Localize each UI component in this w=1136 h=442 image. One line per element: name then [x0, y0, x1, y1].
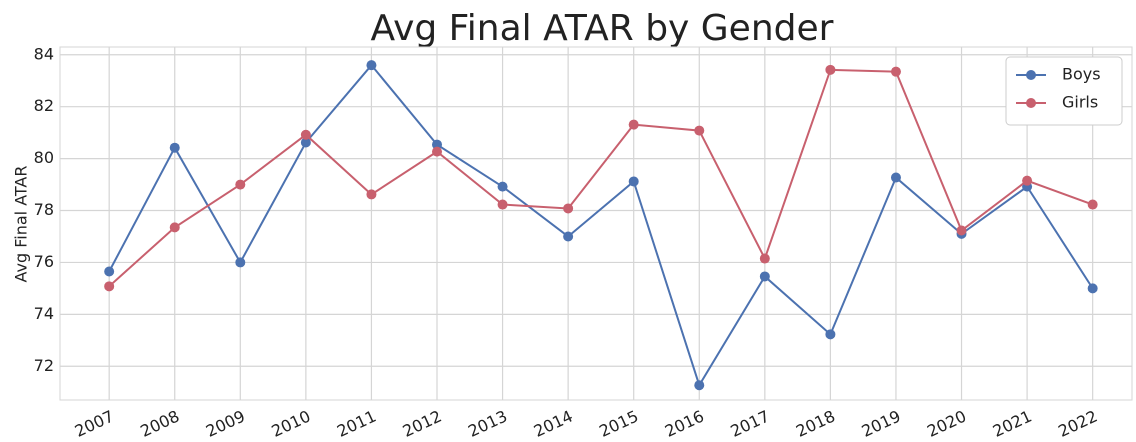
x-tick-label: 2017: [727, 406, 772, 440]
x-tick-label: 2014: [531, 406, 576, 440]
legend-label: Boys: [1062, 65, 1101, 84]
data-point: [694, 380, 705, 391]
y-tick-label: 72: [34, 356, 54, 375]
x-tick-label: 2016: [662, 406, 707, 440]
data-point: [432, 139, 443, 150]
data-point: [366, 189, 377, 200]
data-point: [956, 225, 967, 236]
data-point: [825, 329, 836, 340]
y-tick-label: 76: [34, 252, 54, 271]
chart-title: Avg Final ATAR by Gender: [371, 8, 834, 49]
data-point: [1022, 175, 1033, 186]
data-point: [890, 172, 901, 183]
legend-label: Girls: [1062, 93, 1098, 112]
x-tick-label: 2007: [72, 406, 117, 440]
y-tick-label: 82: [34, 96, 54, 115]
x-tick-label: 2015: [596, 406, 641, 440]
y-tick-label: 74: [34, 304, 54, 323]
y-tick-label: 80: [34, 148, 54, 167]
x-tick-label: 2022: [1055, 406, 1100, 440]
x-tick-label: 2010: [269, 406, 314, 440]
x-tick-label: 2013: [465, 406, 510, 440]
data-point: [104, 281, 115, 292]
x-tick-label: 2012: [400, 406, 445, 440]
data-point: [235, 179, 246, 190]
data-point: [628, 119, 639, 130]
x-tick-label: 2021: [990, 406, 1035, 440]
data-point: [497, 181, 508, 192]
x-tick-label: 2019: [859, 406, 904, 440]
y-tick-label: 78: [34, 200, 54, 219]
data-point: [497, 199, 508, 210]
data-point: [300, 129, 311, 140]
data-point: [104, 266, 115, 277]
x-tick-label: 2020: [924, 406, 969, 440]
data-point: [890, 66, 901, 77]
data-point: [1087, 283, 1098, 294]
plot-area: [59, 46, 1133, 401]
legend-marker: [1026, 70, 1036, 80]
x-tick-label: 2009: [203, 406, 248, 440]
data-point: [169, 222, 180, 233]
data-point: [235, 257, 246, 268]
data-point: [759, 271, 770, 282]
data-point: [300, 137, 311, 148]
data-point: [563, 231, 574, 242]
x-tick-label: 2018: [793, 406, 838, 440]
data-point: [366, 60, 377, 71]
series-line: [108, 68, 1094, 288]
data-point: [432, 146, 443, 157]
data-point: [825, 64, 836, 75]
series-line: [108, 63, 1094, 388]
x-tick-label: 2008: [137, 406, 182, 440]
data-point: [1087, 199, 1098, 210]
data-point: [759, 253, 770, 264]
data-point: [563, 203, 574, 214]
data-point: [169, 142, 180, 153]
legend-marker: [1026, 98, 1036, 108]
x-tick-label: 2011: [334, 406, 379, 440]
data-point: [628, 176, 639, 187]
data-point: [694, 125, 705, 136]
y-tick-label: 84: [34, 44, 54, 63]
y-axis-label: Avg Final ATAR: [12, 166, 31, 283]
